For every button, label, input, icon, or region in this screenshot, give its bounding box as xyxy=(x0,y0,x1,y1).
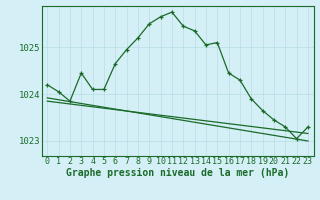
X-axis label: Graphe pression niveau de la mer (hPa): Graphe pression niveau de la mer (hPa) xyxy=(66,168,289,178)
